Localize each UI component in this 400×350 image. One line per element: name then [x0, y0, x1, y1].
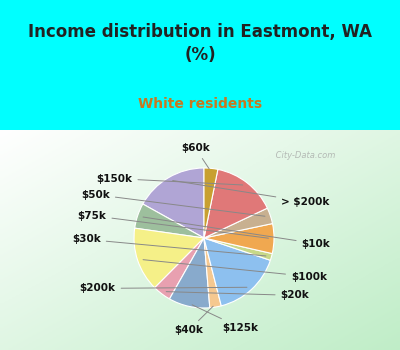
Text: $150k: $150k	[96, 174, 243, 185]
Wedge shape	[155, 238, 204, 299]
Text: $200k: $200k	[80, 284, 247, 293]
Wedge shape	[204, 238, 270, 306]
Text: $100k: $100k	[143, 260, 327, 281]
Wedge shape	[204, 238, 272, 260]
Text: $60k: $60k	[181, 144, 210, 169]
Text: $125k: $125k	[192, 305, 258, 332]
Text: Income distribution in Eastmont, WA
(%): Income distribution in Eastmont, WA (%)	[28, 23, 372, 63]
Wedge shape	[204, 169, 267, 238]
Text: $75k: $75k	[78, 211, 268, 238]
Text: $30k: $30k	[72, 234, 266, 256]
Text: $10k: $10k	[143, 217, 330, 248]
Text: $40k: $40k	[174, 306, 213, 335]
Text: > $200k: > $200k	[173, 181, 330, 206]
Text: City-Data.com: City-Data.com	[273, 152, 335, 160]
Wedge shape	[170, 238, 210, 308]
Wedge shape	[204, 224, 274, 254]
Wedge shape	[134, 228, 204, 288]
Text: $20k: $20k	[166, 290, 309, 300]
Text: White residents: White residents	[138, 97, 262, 111]
Text: $50k: $50k	[81, 190, 265, 216]
Wedge shape	[135, 204, 204, 238]
Wedge shape	[143, 168, 204, 238]
Wedge shape	[204, 208, 272, 238]
Wedge shape	[204, 168, 218, 238]
Wedge shape	[204, 238, 221, 308]
